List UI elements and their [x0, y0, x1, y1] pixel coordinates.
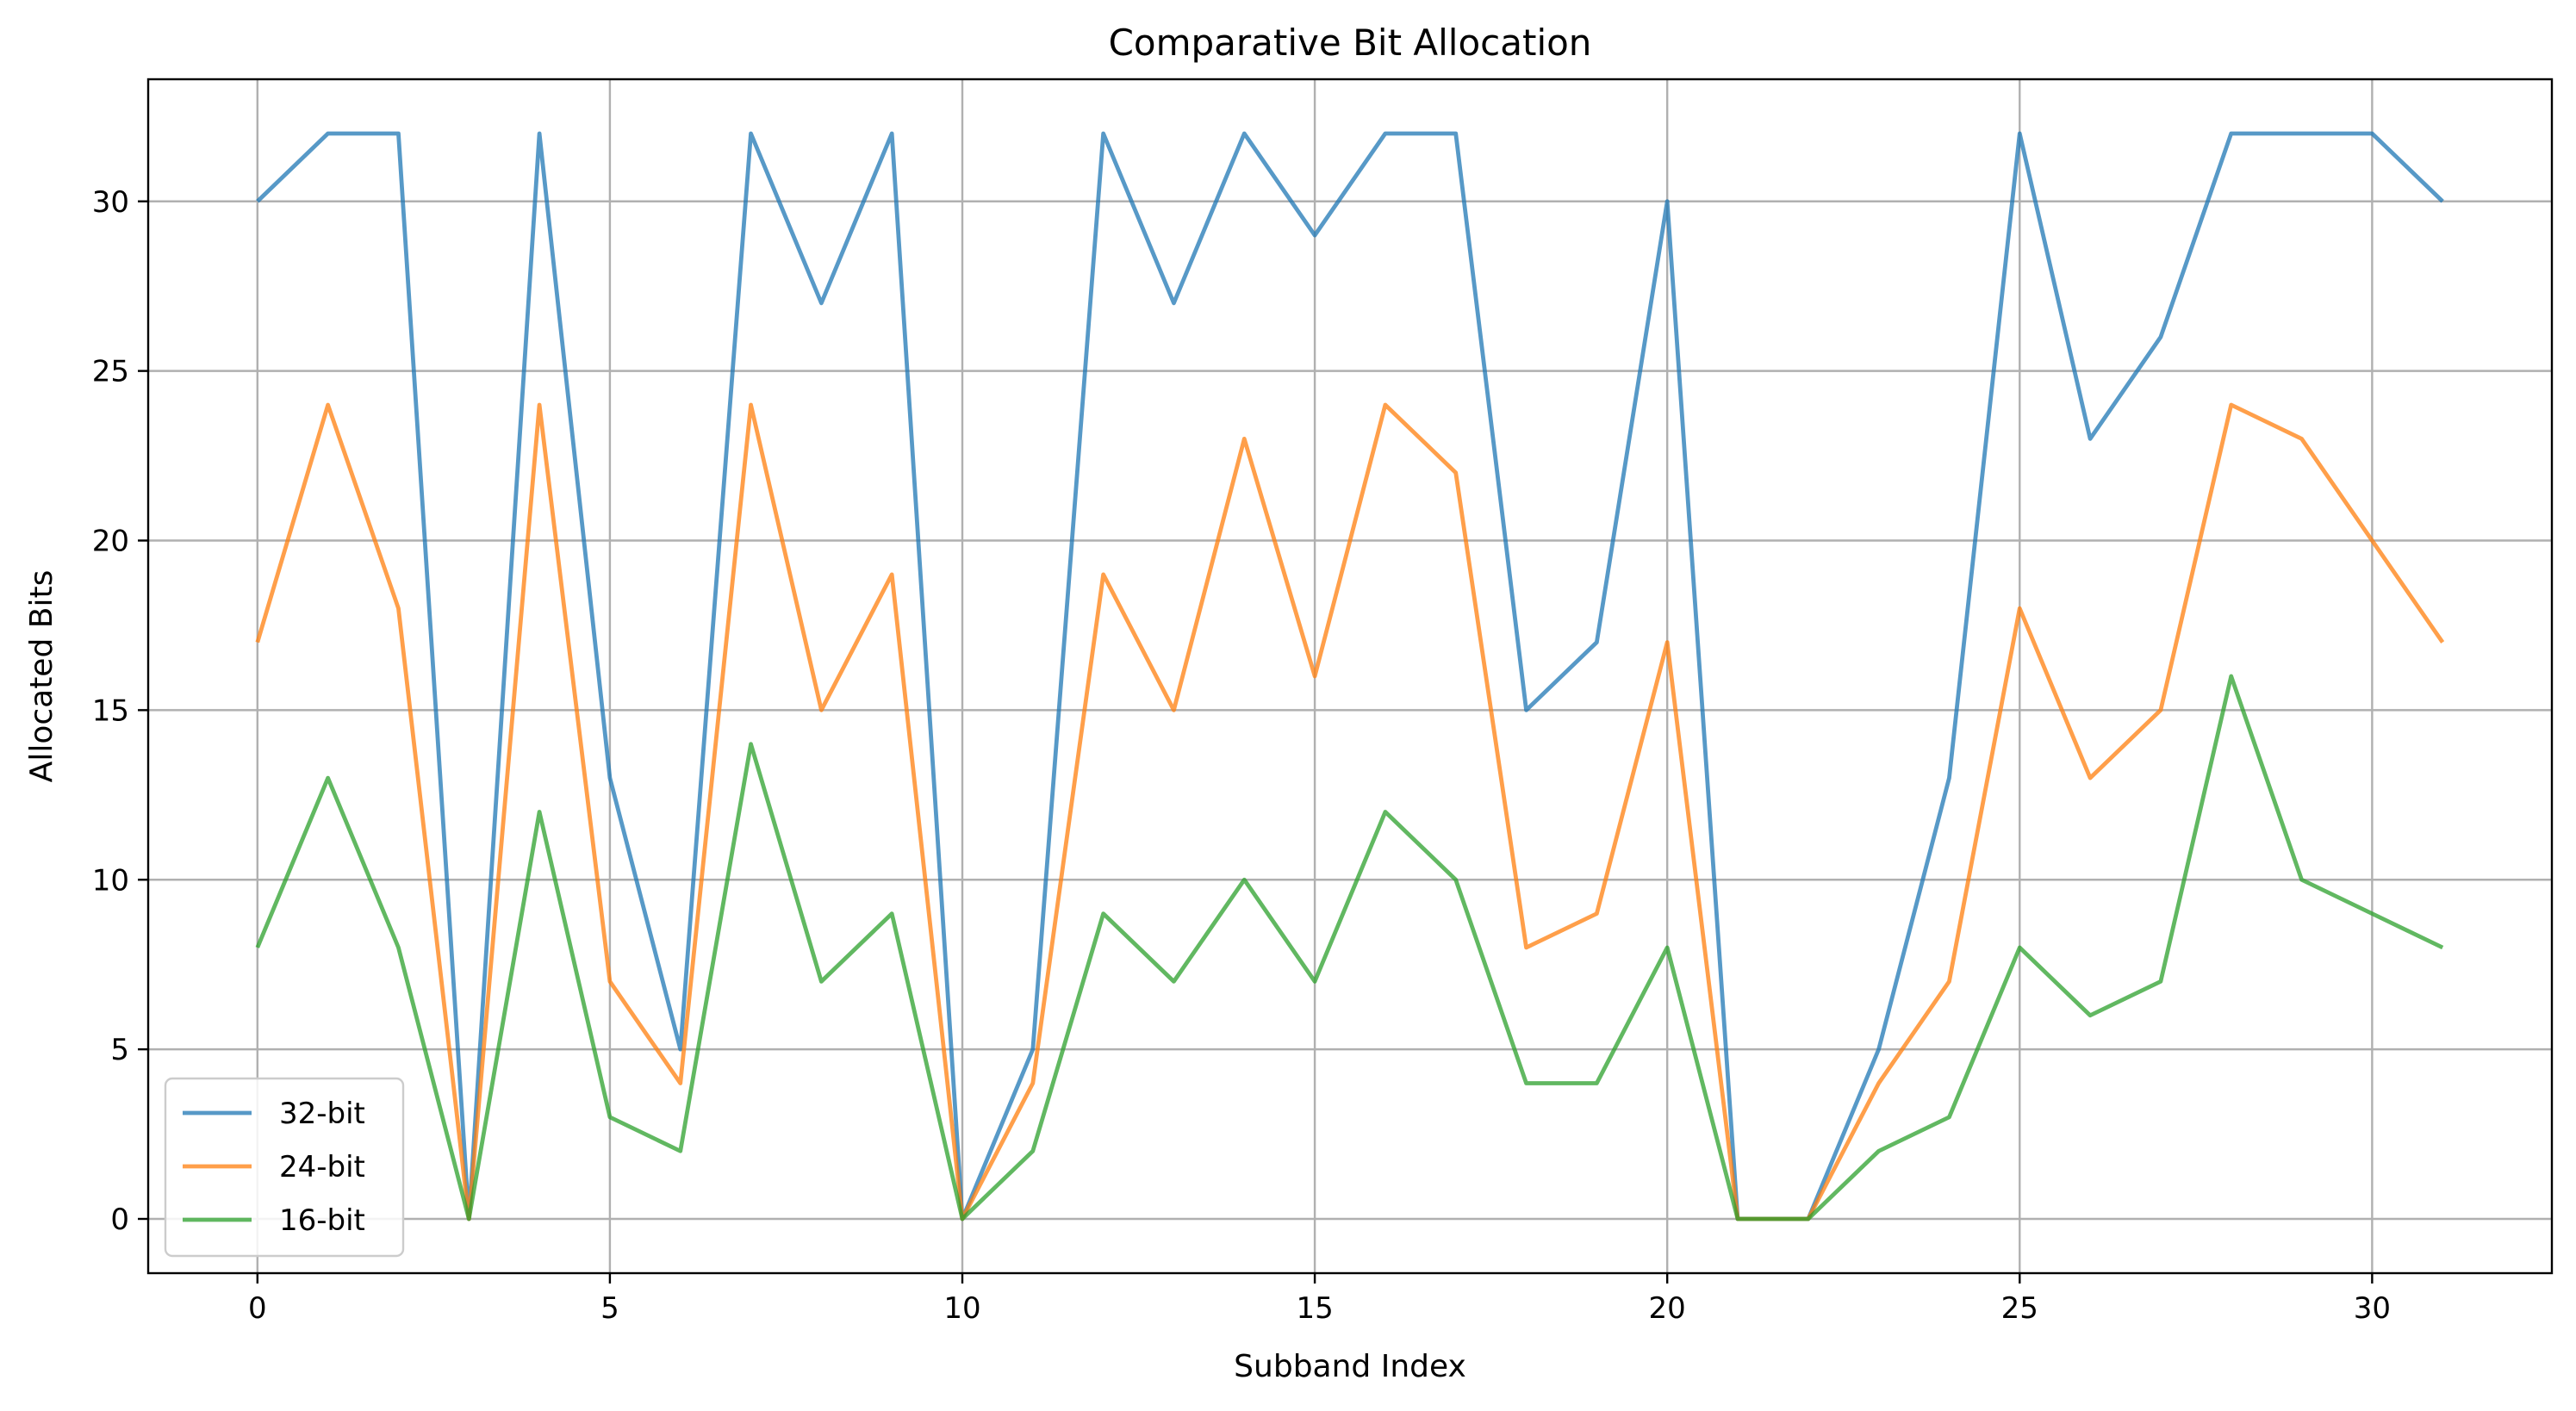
- grid: [148, 79, 2552, 1273]
- legend-label: 24-bit: [279, 1150, 365, 1184]
- y-tick-label: 20: [92, 525, 129, 559]
- y-tick-label: 0: [110, 1203, 129, 1237]
- legend-label: 16-bit: [279, 1203, 365, 1238]
- series-line-16-bit: [255, 674, 2444, 1221]
- legend: 32-bit 24-bit 16-bit: [164, 1077, 405, 1258]
- y-tick-label: 10: [92, 863, 129, 898]
- x-tick-label: 0: [248, 1291, 267, 1326]
- y-tick-label: 25: [92, 355, 129, 389]
- y-tick-label: 30: [92, 185, 129, 220]
- x-tick-label: 5: [600, 1291, 619, 1326]
- x-tick-label: 20: [1649, 1291, 1686, 1326]
- y-axis-label: Allocated Bits: [24, 570, 59, 783]
- chart-title: Comparative Bit Allocation: [1109, 22, 1592, 64]
- series-lines: [255, 131, 2445, 1221]
- x-tick-label: 30: [2354, 1291, 2391, 1326]
- legend-box: [164, 1077, 405, 1258]
- plot-area-frame: [146, 78, 2554, 1275]
- series-line-24-bit: [255, 402, 2445, 1221]
- x-tick-label: 15: [1296, 1291, 1333, 1326]
- x-tick-label: 10: [943, 1291, 980, 1326]
- y-tick-label: 5: [110, 1033, 129, 1067]
- axis-ticks: 0 5 10 15 20 25 30 0 5 10 15 20 25 30: [92, 185, 2391, 1326]
- x-tick-label: 25: [2001, 1291, 2038, 1326]
- x-axis-label: Subband Index: [1234, 1349, 1466, 1384]
- legend-label: 32-bit: [279, 1097, 365, 1131]
- series-line-32-bit: [256, 131, 2444, 1221]
- y-tick-label: 15: [92, 693, 129, 728]
